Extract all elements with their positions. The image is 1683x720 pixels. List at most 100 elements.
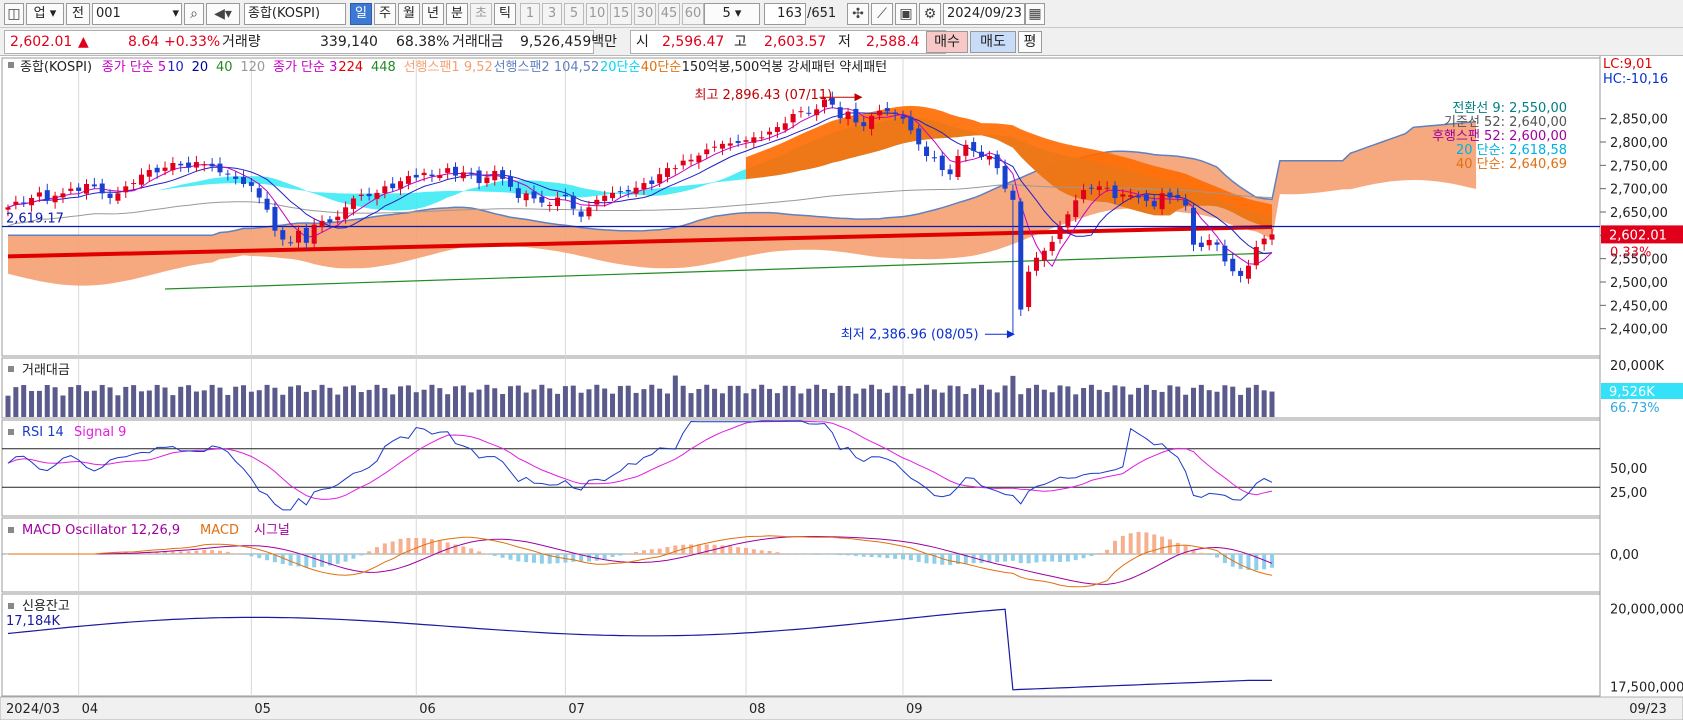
amount-bar [947, 385, 953, 417]
crosshair-icon[interactable]: ✣ [847, 3, 869, 25]
sma-448-line [164, 252, 1273, 290]
avg-button[interactable]: 평 [1018, 31, 1042, 53]
macd-osc-bar [783, 553, 788, 554]
code-input[interactable]: 001 ▾ [92, 3, 182, 25]
candle [570, 195, 576, 209]
macd-osc-bar [979, 554, 984, 563]
open-value: 2,596.47 [662, 34, 725, 50]
amount-bar [5, 395, 11, 417]
period-tab-0[interactable]: 일 [350, 3, 372, 25]
macd-osc-bar [1128, 533, 1133, 554]
macd-osc-bar [751, 549, 756, 554]
amount-bar [154, 384, 160, 417]
candle [170, 163, 176, 171]
legend-bullet [8, 62, 14, 68]
period-tab-5[interactable]: 초 [470, 3, 492, 25]
period-tab-4[interactable]: 분 [446, 3, 468, 25]
candle [539, 196, 545, 203]
leading-span-2-line [8, 120, 1477, 237]
candle [1002, 165, 1008, 189]
interval-button-45[interactable]: 45 [658, 3, 680, 25]
interval-button-10[interactable]: 10 [586, 3, 608, 25]
draw-line-icon[interactable]: ⟋ [871, 3, 893, 25]
amount-bar [84, 391, 90, 417]
search-icon[interactable]: ⌕ [184, 3, 204, 25]
gear-icon[interactable]: ⚙ [919, 3, 941, 25]
lc-label: LC:9,01 [1603, 57, 1653, 72]
ichimoku-label-0: 전환선 9: 2,550,00 [1452, 101, 1567, 116]
period-tab-3[interactable]: 년 [422, 3, 444, 25]
interval-button-15[interactable]: 15 [610, 3, 632, 25]
macd-osc-bar [461, 546, 466, 554]
period-tab-2[interactable]: 월 [398, 3, 420, 25]
interval-button-1[interactable]: 1 [520, 3, 540, 25]
macd-title: MACD Oscillator 12,26,9 [22, 523, 180, 538]
macd-osc-bar [806, 554, 811, 555]
candle [36, 192, 42, 197]
stock-chart[interactable]: 2024/03 04 05 06 07 08 09 09/23 2,400,00 2,450,00… [0, 56, 1683, 720]
candle [1128, 195, 1134, 197]
amount-bar [625, 385, 631, 417]
amount-bar [241, 385, 247, 417]
amount-bar [13, 387, 19, 417]
candle [735, 141, 741, 143]
candle [1253, 247, 1259, 266]
amount-bar [1230, 386, 1236, 417]
amount-bar [99, 384, 105, 417]
save-icon[interactable]: ▣ [895, 3, 917, 25]
macd-osc-bar [374, 547, 379, 554]
macd-osc-bar [1018, 554, 1023, 564]
price-tag: 2,602.01 [1609, 228, 1667, 243]
macd-osc-bar [704, 544, 709, 554]
amount-bar [248, 391, 254, 417]
interval-button-60[interactable]: 60 [682, 3, 704, 25]
macd-osc-bar [351, 554, 356, 559]
count-input[interactable]: 163 [764, 3, 806, 25]
amount-bar [939, 392, 945, 417]
speaker-icon[interactable]: ◀▾ [206, 3, 240, 25]
macd-osc-bar [1010, 554, 1015, 561]
stock-name-field[interactable]: 종합(KOSPI) [244, 3, 346, 25]
macd-osc-bar [335, 554, 340, 564]
amount-bar [350, 385, 356, 417]
candle [547, 205, 553, 206]
buy-button[interactable]: 매수 [926, 31, 968, 53]
macd-osc-bar [602, 554, 607, 560]
amount-bar [1183, 394, 1189, 417]
layout-icon[interactable]: ◫ [4, 3, 24, 25]
interval-button-3[interactable]: 3 [542, 3, 562, 25]
calendar-icon[interactable]: ▦ [1025, 3, 1045, 25]
n-select[interactable]: 5 ▾ [704, 3, 760, 25]
amount-bar [138, 391, 144, 417]
candle [390, 183, 396, 189]
candle [625, 189, 631, 192]
candle [445, 168, 451, 173]
date-input[interactable]: 2024/09/23 [943, 3, 1025, 25]
left-margin-label: 17,184K [6, 614, 60, 629]
macd-osc-bar [555, 554, 560, 564]
amount-bar [1238, 394, 1244, 417]
sell-button[interactable]: 매도 [970, 31, 1016, 53]
market-select[interactable]: 업 ▾ [26, 3, 64, 25]
prev-button[interactable]: 전 [66, 3, 90, 25]
candle [837, 107, 843, 119]
amount-bar [131, 385, 137, 417]
candle [115, 193, 121, 201]
interval-button-5[interactable]: 5 [564, 3, 584, 25]
candle [29, 198, 35, 206]
period-tab-6[interactable]: 틱 [494, 3, 516, 25]
period-tab-1[interactable]: 주 [374, 3, 396, 25]
margin-tick-20m: 20,000,000 [1610, 603, 1683, 618]
macd-osc-bar [477, 551, 482, 554]
chevron-down-icon[interactable]: ▾ [172, 6, 179, 21]
macd-osc-bar [987, 554, 992, 563]
candle [876, 110, 882, 116]
amount-bar [994, 392, 1000, 417]
amount-bar [1073, 394, 1079, 417]
candle [774, 127, 780, 133]
interval-button-30[interactable]: 30 [634, 3, 656, 25]
amount-bar [288, 386, 294, 417]
amount-bar [979, 384, 985, 417]
pane-frame-2 [1, 419, 1601, 517]
candle [704, 149, 710, 155]
